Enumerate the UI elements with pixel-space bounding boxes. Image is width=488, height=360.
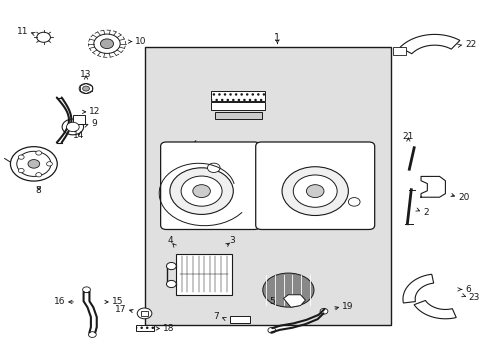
Circle shape	[166, 280, 176, 288]
Text: 5: 5	[268, 297, 274, 306]
Circle shape	[306, 185, 324, 198]
Circle shape	[100, 39, 113, 49]
Text: 14: 14	[73, 131, 84, 140]
Text: 9: 9	[91, 119, 97, 128]
Polygon shape	[399, 35, 459, 54]
Bar	[176, 253, 232, 295]
Text: 1: 1	[274, 33, 280, 43]
Polygon shape	[283, 295, 305, 307]
Circle shape	[36, 151, 41, 155]
Circle shape	[28, 159, 40, 168]
Circle shape	[94, 34, 120, 53]
Text: 10: 10	[135, 37, 146, 46]
Polygon shape	[402, 274, 433, 303]
Circle shape	[18, 168, 24, 173]
Text: 20: 20	[457, 193, 468, 202]
Circle shape	[347, 198, 359, 206]
Bar	[73, 116, 85, 125]
Circle shape	[88, 332, 96, 337]
Text: 16: 16	[54, 297, 65, 306]
Ellipse shape	[262, 273, 313, 307]
Circle shape	[267, 327, 275, 333]
Bar	[392, 48, 406, 55]
Circle shape	[169, 168, 233, 215]
Circle shape	[207, 163, 220, 172]
Circle shape	[320, 309, 327, 314]
Bar	[141, 311, 148, 316]
Text: 6: 6	[464, 285, 469, 294]
FancyBboxPatch shape	[255, 142, 374, 229]
Circle shape	[17, 151, 51, 176]
Text: 11: 11	[17, 27, 28, 36]
Bar	[229, 316, 250, 323]
Circle shape	[10, 147, 57, 181]
Circle shape	[37, 32, 50, 42]
Bar	[136, 325, 154, 331]
Bar	[214, 112, 261, 119]
Circle shape	[46, 162, 52, 166]
Text: 4: 4	[167, 237, 173, 246]
Circle shape	[192, 185, 210, 198]
Text: 19: 19	[341, 302, 353, 311]
Circle shape	[82, 287, 90, 293]
Text: 13: 13	[80, 71, 92, 80]
Bar	[211, 102, 264, 110]
Text: 23: 23	[468, 293, 479, 302]
Circle shape	[293, 175, 336, 207]
Circle shape	[79, 84, 93, 94]
Text: 18: 18	[163, 324, 174, 333]
Text: 21: 21	[402, 132, 413, 141]
Circle shape	[66, 122, 79, 132]
Text: 15: 15	[112, 297, 123, 306]
Circle shape	[18, 155, 24, 159]
Text: 17: 17	[114, 305, 126, 314]
Circle shape	[36, 173, 41, 177]
Bar	[211, 90, 264, 100]
Text: 8: 8	[36, 186, 41, 195]
Circle shape	[181, 176, 222, 206]
Text: 7: 7	[213, 312, 219, 321]
Circle shape	[282, 167, 347, 216]
Text: 3: 3	[229, 237, 235, 246]
Bar	[144, 47, 390, 325]
Polygon shape	[420, 176, 445, 197]
Text: 22: 22	[464, 40, 475, 49]
Circle shape	[166, 262, 176, 270]
Polygon shape	[413, 301, 455, 319]
Text: 12: 12	[89, 107, 101, 116]
Text: 2: 2	[422, 208, 427, 217]
FancyBboxPatch shape	[160, 142, 260, 229]
Circle shape	[82, 86, 89, 91]
Circle shape	[62, 119, 83, 135]
Circle shape	[137, 308, 152, 319]
